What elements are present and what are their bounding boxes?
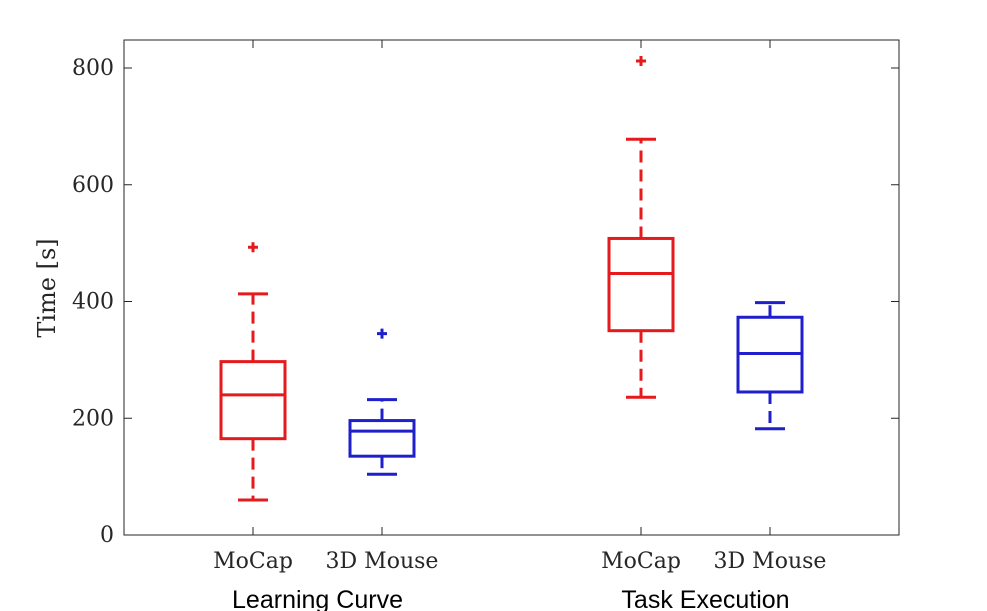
box-label: MoCap <box>213 549 293 574</box>
box-1 <box>219 242 287 502</box>
y-tick-label: 600 <box>72 173 114 198</box>
box-3 <box>607 55 675 399</box>
plot-area-frame <box>123 39 900 536</box>
box-4 <box>736 301 804 431</box>
group-label: Task Execution <box>621 586 789 611</box>
box-series <box>219 55 804 502</box>
box-label: 3D Mouse <box>714 549 827 574</box>
outlier-marker <box>377 328 387 339</box>
y-axis-ticks: 0 200 400 600 800 <box>72 40 899 548</box>
iqr-box <box>348 419 416 458</box>
y-tick-label: 800 <box>72 56 114 81</box>
category-labels: MoCap 3D Mouse MoCap 3D Mouse Learning Curve… <box>213 549 826 611</box>
iqr-box <box>219 360 287 441</box>
y-tick-label: 400 <box>72 290 114 315</box>
y-tick-label: 0 <box>100 523 114 548</box>
box-label: MoCap <box>601 549 681 574</box>
box-label: 3D Mouse <box>326 549 439 574</box>
group-label: Learning Curve <box>232 586 403 611</box>
y-tick-label: 200 <box>72 406 114 431</box>
outlier-marker <box>636 55 646 66</box>
outlier-marker <box>248 242 258 253</box>
y-axis-label: Time [s] <box>33 238 61 337</box>
iqr-box <box>607 236 675 333</box>
box-2 <box>348 328 416 476</box>
